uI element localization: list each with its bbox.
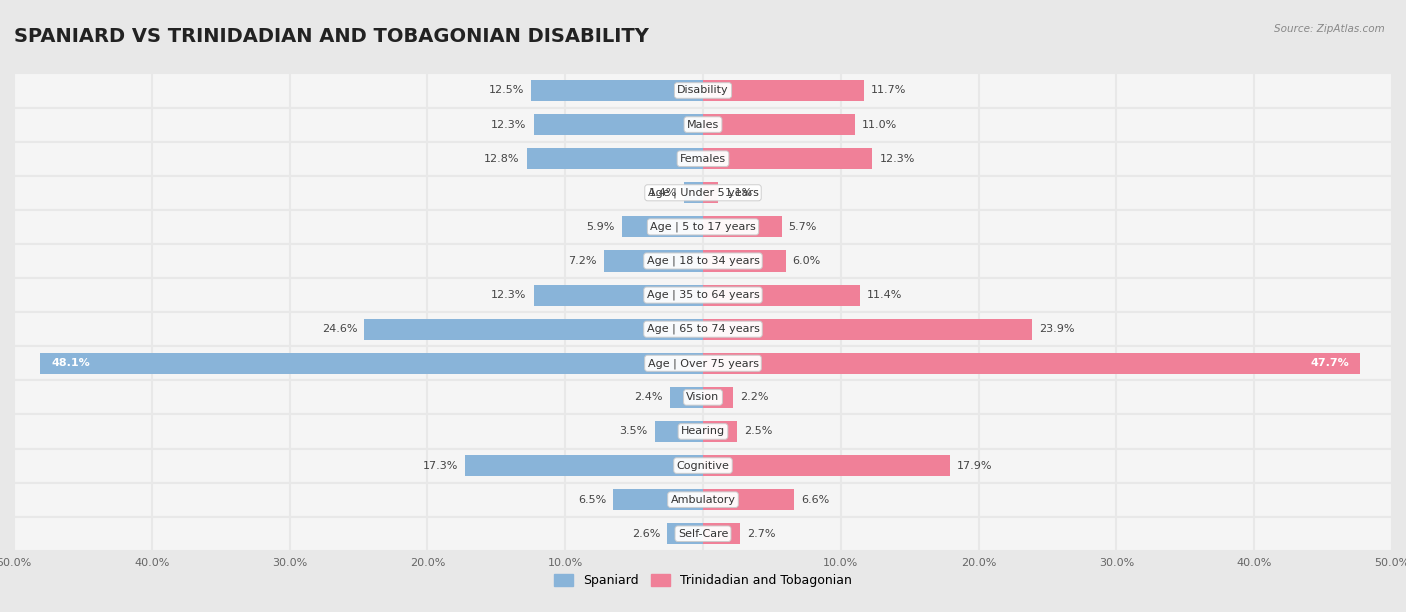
Bar bbox=[669, 387, 703, 408]
Bar bbox=[703, 114, 855, 135]
Bar bbox=[527, 148, 703, 170]
Text: Age | 5 to 17 years: Age | 5 to 17 years bbox=[650, 222, 756, 232]
Text: 6.5%: 6.5% bbox=[578, 494, 606, 505]
Text: 17.9%: 17.9% bbox=[956, 461, 993, 471]
Text: Disability: Disability bbox=[678, 86, 728, 95]
Bar bbox=[703, 489, 794, 510]
Bar bbox=[41, 353, 703, 374]
Bar bbox=[668, 523, 703, 544]
Text: 1.1%: 1.1% bbox=[725, 188, 754, 198]
Legend: Spaniard, Trinidadian and Tobagonian: Spaniard, Trinidadian and Tobagonian bbox=[550, 569, 856, 592]
Bar bbox=[703, 80, 865, 101]
Text: Females: Females bbox=[681, 154, 725, 163]
Bar bbox=[703, 216, 782, 237]
Text: 2.5%: 2.5% bbox=[744, 427, 773, 436]
Bar bbox=[0, 380, 1406, 414]
Bar bbox=[533, 285, 703, 305]
Text: 11.7%: 11.7% bbox=[872, 86, 907, 95]
Bar bbox=[0, 449, 1406, 483]
Bar bbox=[655, 421, 703, 442]
Bar bbox=[0, 141, 1406, 176]
Bar bbox=[0, 244, 1406, 278]
Text: 48.1%: 48.1% bbox=[51, 358, 90, 368]
Text: Age | 35 to 64 years: Age | 35 to 64 years bbox=[647, 290, 759, 300]
Bar bbox=[703, 523, 740, 544]
Bar bbox=[703, 353, 1360, 374]
Bar bbox=[533, 114, 703, 135]
Text: Hearing: Hearing bbox=[681, 427, 725, 436]
Text: Males: Males bbox=[688, 119, 718, 130]
Bar bbox=[703, 250, 786, 272]
Bar bbox=[621, 216, 703, 237]
Text: 17.3%: 17.3% bbox=[422, 461, 458, 471]
Bar bbox=[603, 250, 703, 272]
Text: 6.6%: 6.6% bbox=[801, 494, 830, 505]
Text: 3.5%: 3.5% bbox=[620, 427, 648, 436]
Text: Ambulatory: Ambulatory bbox=[671, 494, 735, 505]
Text: 12.3%: 12.3% bbox=[491, 290, 527, 300]
Text: 12.3%: 12.3% bbox=[491, 119, 527, 130]
Bar bbox=[0, 312, 1406, 346]
Bar bbox=[683, 182, 703, 203]
Bar bbox=[703, 421, 738, 442]
Bar bbox=[703, 285, 860, 305]
Bar bbox=[364, 319, 703, 340]
Text: 5.9%: 5.9% bbox=[586, 222, 614, 232]
Text: 23.9%: 23.9% bbox=[1039, 324, 1074, 334]
Text: 5.7%: 5.7% bbox=[789, 222, 817, 232]
Bar bbox=[703, 319, 1032, 340]
Bar bbox=[0, 517, 1406, 551]
Text: Age | 65 to 74 years: Age | 65 to 74 years bbox=[647, 324, 759, 334]
Text: 11.4%: 11.4% bbox=[868, 290, 903, 300]
Bar bbox=[531, 80, 703, 101]
Text: 7.2%: 7.2% bbox=[568, 256, 598, 266]
Text: 1.4%: 1.4% bbox=[648, 188, 676, 198]
Text: Cognitive: Cognitive bbox=[676, 461, 730, 471]
Text: Age | Under 5 years: Age | Under 5 years bbox=[648, 187, 758, 198]
Bar bbox=[0, 210, 1406, 244]
Text: 12.3%: 12.3% bbox=[879, 154, 915, 163]
Text: 47.7%: 47.7% bbox=[1310, 358, 1350, 368]
Text: Age | Over 75 years: Age | Over 75 years bbox=[648, 358, 758, 368]
Bar bbox=[464, 455, 703, 476]
Bar bbox=[703, 148, 873, 170]
Bar bbox=[703, 387, 734, 408]
Text: 2.6%: 2.6% bbox=[631, 529, 661, 539]
Text: 24.6%: 24.6% bbox=[322, 324, 357, 334]
Text: 2.4%: 2.4% bbox=[634, 392, 664, 402]
Bar bbox=[703, 182, 718, 203]
Text: 12.5%: 12.5% bbox=[488, 86, 524, 95]
Text: 2.2%: 2.2% bbox=[740, 392, 769, 402]
Text: Vision: Vision bbox=[686, 392, 720, 402]
Bar bbox=[0, 176, 1406, 210]
Text: 6.0%: 6.0% bbox=[793, 256, 821, 266]
Bar bbox=[703, 455, 949, 476]
Bar bbox=[0, 346, 1406, 380]
Text: 12.8%: 12.8% bbox=[484, 154, 520, 163]
Bar bbox=[0, 483, 1406, 517]
Text: SPANIARD VS TRINIDADIAN AND TOBAGONIAN DISABILITY: SPANIARD VS TRINIDADIAN AND TOBAGONIAN D… bbox=[14, 27, 650, 46]
Text: Self-Care: Self-Care bbox=[678, 529, 728, 539]
Text: 11.0%: 11.0% bbox=[862, 119, 897, 130]
Bar bbox=[0, 414, 1406, 449]
Text: Age | 18 to 34 years: Age | 18 to 34 years bbox=[647, 256, 759, 266]
Bar bbox=[0, 278, 1406, 312]
Bar bbox=[0, 73, 1406, 108]
Bar bbox=[613, 489, 703, 510]
Text: 2.7%: 2.7% bbox=[747, 529, 776, 539]
Text: Source: ZipAtlas.com: Source: ZipAtlas.com bbox=[1274, 24, 1385, 34]
Bar bbox=[0, 108, 1406, 141]
